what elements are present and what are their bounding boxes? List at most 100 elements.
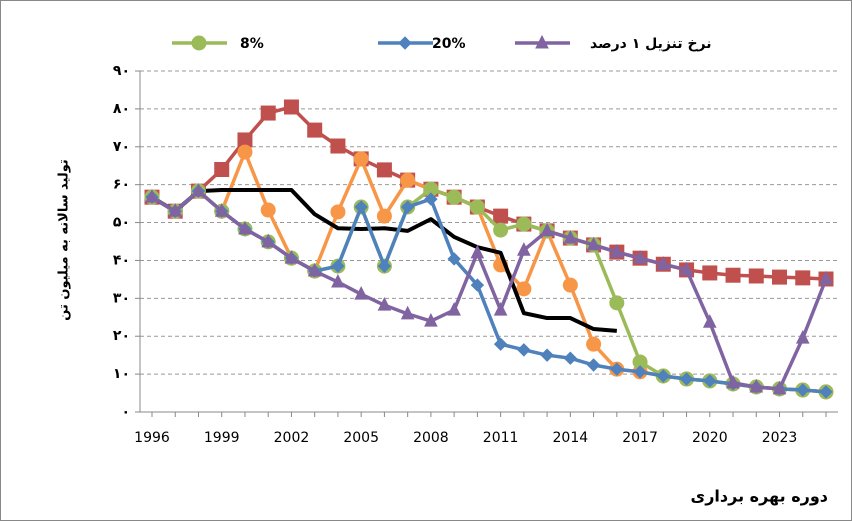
marker bbox=[424, 192, 438, 206]
marker bbox=[261, 233, 276, 248]
marker bbox=[493, 222, 509, 238]
x-tick-label: 2011 bbox=[483, 430, 519, 446]
y-tick-label: ۲۰ bbox=[113, 328, 130, 344]
marker bbox=[517, 343, 531, 357]
marker bbox=[656, 369, 671, 383]
series-line bbox=[150, 187, 617, 333]
y-tick-label: ۷۰ bbox=[113, 139, 130, 155]
marker bbox=[214, 203, 229, 217]
legend-label: نرخ تنزیل ۱ درصد bbox=[590, 36, 712, 52]
marker bbox=[307, 122, 323, 138]
marker bbox=[586, 236, 601, 251]
marker bbox=[376, 162, 392, 178]
marker bbox=[749, 378, 764, 393]
marker bbox=[447, 252, 461, 266]
y-tick-label: ۴۰ bbox=[113, 252, 130, 268]
marker bbox=[795, 270, 811, 286]
marker bbox=[446, 189, 462, 205]
x-tick-label: 2008 bbox=[413, 430, 449, 446]
marker bbox=[748, 268, 764, 284]
marker bbox=[516, 216, 532, 232]
marker bbox=[586, 358, 601, 372]
marker bbox=[656, 256, 671, 270]
legend-marker bbox=[398, 36, 412, 50]
y-tick-label: ۸۰ bbox=[113, 101, 130, 117]
marker bbox=[284, 250, 299, 264]
marker bbox=[610, 243, 624, 258]
marker bbox=[470, 278, 485, 292]
marker bbox=[702, 265, 718, 281]
marker bbox=[540, 348, 554, 362]
marker bbox=[447, 301, 461, 316]
marker bbox=[633, 365, 647, 379]
marker bbox=[400, 172, 416, 188]
marker bbox=[376, 208, 392, 224]
marker bbox=[493, 208, 509, 224]
marker bbox=[563, 229, 578, 244]
marker bbox=[424, 312, 438, 327]
x-axis-title: دوره بهره برداری bbox=[691, 487, 828, 506]
marker bbox=[260, 105, 276, 121]
marker bbox=[540, 222, 554, 237]
legend-label: 8% bbox=[240, 36, 264, 52]
marker bbox=[796, 383, 810, 397]
marker bbox=[214, 162, 230, 178]
x-tick-label: 2014 bbox=[553, 430, 589, 446]
x-tick-label: 2020 bbox=[692, 430, 728, 446]
legend-marker bbox=[535, 34, 549, 49]
marker bbox=[470, 244, 485, 259]
series-line bbox=[151, 189, 828, 391]
marker bbox=[609, 295, 625, 311]
marker bbox=[726, 374, 740, 389]
y-tick-label: ۵۰ bbox=[113, 215, 130, 231]
marker bbox=[377, 259, 392, 273]
marker bbox=[331, 273, 345, 288]
marker bbox=[516, 281, 532, 297]
marker bbox=[819, 385, 833, 399]
marker bbox=[703, 374, 717, 388]
marker bbox=[586, 336, 602, 352]
marker bbox=[679, 261, 694, 276]
y-tick-label: ۹۰ bbox=[113, 63, 130, 79]
x-tick-label: 1999 bbox=[204, 430, 240, 446]
legend-marker bbox=[191, 35, 207, 51]
marker bbox=[377, 297, 392, 311]
marker bbox=[191, 182, 206, 197]
marker bbox=[283, 99, 299, 115]
marker bbox=[562, 277, 578, 293]
marker bbox=[237, 144, 253, 160]
y-axis-title: تولید سالانه به میلیون تن bbox=[57, 159, 72, 321]
y-tick-label: ۰ bbox=[121, 404, 130, 420]
marker bbox=[517, 242, 531, 256]
marker bbox=[493, 337, 508, 351]
marker bbox=[354, 200, 368, 214]
marker bbox=[702, 314, 717, 328]
marker bbox=[633, 250, 647, 264]
marker bbox=[307, 262, 322, 277]
y-tick-label: ۶۰ bbox=[113, 177, 130, 193]
marker bbox=[679, 372, 694, 386]
marker bbox=[400, 305, 415, 320]
marker bbox=[354, 286, 368, 300]
marker bbox=[819, 270, 833, 285]
marker bbox=[563, 351, 578, 365]
marker bbox=[610, 362, 624, 376]
marker bbox=[238, 220, 252, 235]
x-tick-label: 1996 bbox=[134, 430, 170, 446]
marker bbox=[145, 189, 159, 203]
marker bbox=[168, 203, 183, 217]
marker bbox=[772, 380, 787, 395]
x-tick-label: 2023 bbox=[762, 430, 798, 446]
marker bbox=[330, 138, 346, 154]
x-tick-label: 2017 bbox=[622, 430, 658, 446]
marker bbox=[772, 269, 788, 285]
marker bbox=[260, 202, 276, 218]
y-tick-label: ۱۰ bbox=[113, 366, 130, 382]
marker bbox=[331, 259, 345, 273]
legend-label: 20% bbox=[432, 36, 466, 52]
marker bbox=[795, 329, 810, 344]
marker bbox=[400, 200, 415, 214]
y-tick-label: ۳۰ bbox=[113, 290, 130, 306]
marker bbox=[330, 204, 346, 220]
